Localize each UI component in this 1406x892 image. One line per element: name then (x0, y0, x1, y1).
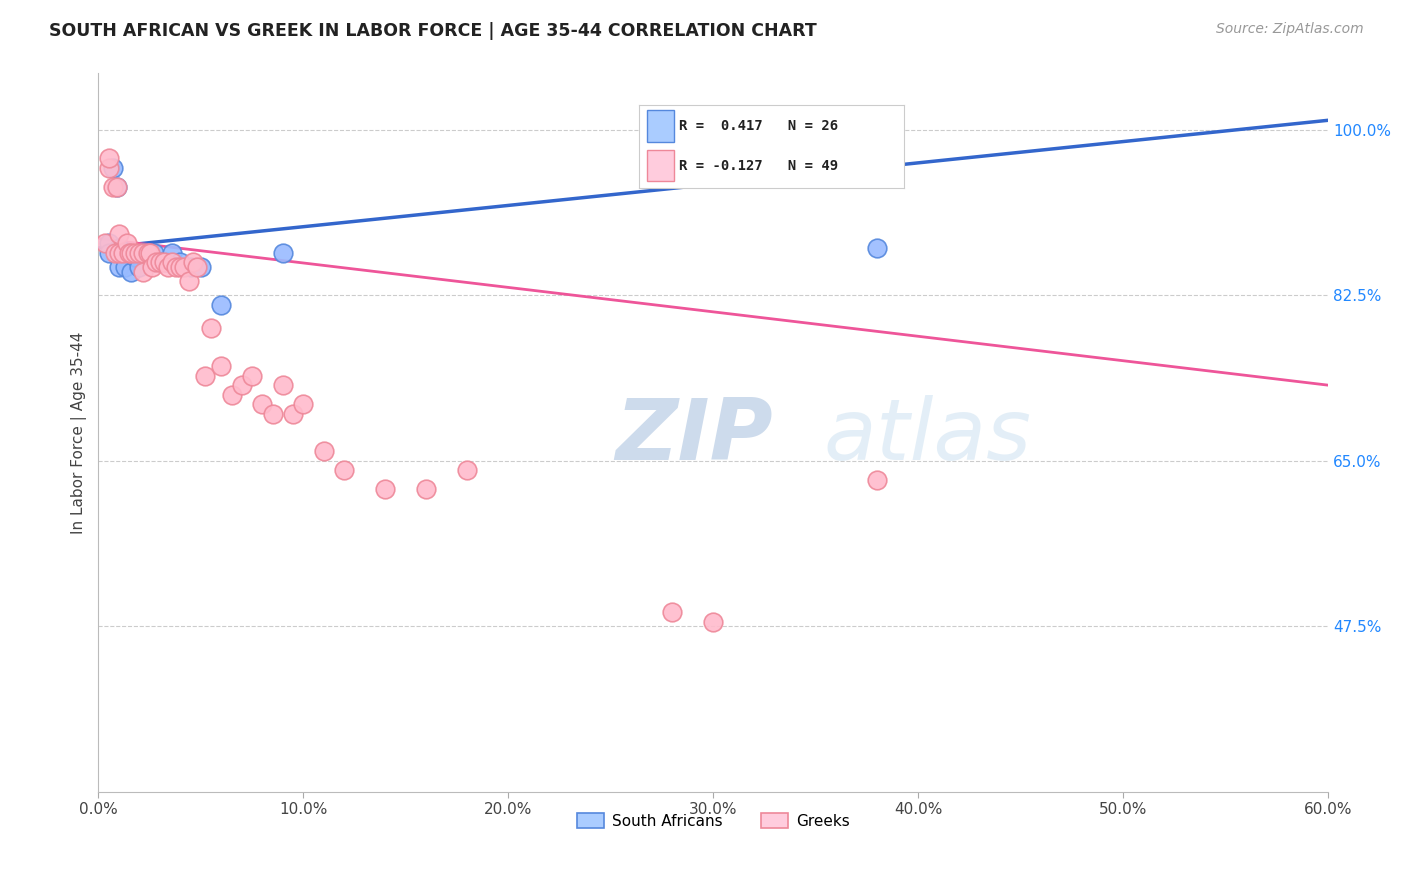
Point (271, 378, 294, 392)
Point (142, 245, 165, 260)
Point (312, 444, 335, 458)
Point (186, 260, 208, 274)
Point (108, 227, 131, 241)
Point (108, 245, 131, 260)
Point (374, 482, 396, 496)
Point (702, 615, 724, 629)
Text: atlas: atlas (824, 394, 1032, 477)
Point (132, 245, 155, 260)
Point (105, 179, 128, 194)
Point (136, 245, 159, 260)
Point (105, 179, 128, 194)
Point (141, 260, 163, 274)
Point (252, 397, 274, 411)
Point (456, 463, 478, 477)
Point (114, 260, 136, 274)
Point (415, 482, 437, 496)
Point (194, 368, 217, 383)
Point (141, 255, 163, 269)
Point (128, 260, 150, 274)
Point (281, 407, 304, 421)
Point (138, 245, 160, 260)
Point (190, 260, 212, 274)
Point (120, 265, 142, 279)
Point (169, 255, 191, 269)
Point (111, 245, 134, 260)
Point (118, 245, 141, 260)
Point (177, 274, 200, 288)
Point (97, 236, 120, 251)
Point (292, 397, 315, 411)
Point (118, 245, 141, 260)
Point (231, 378, 253, 392)
Point (108, 260, 131, 274)
Point (120, 245, 142, 260)
Point (200, 321, 222, 335)
Point (128, 245, 150, 260)
Point (866, 473, 889, 487)
Point (160, 245, 183, 260)
Point (221, 387, 243, 401)
Point (209, 298, 232, 312)
Point (97, 161, 120, 175)
Point (165, 260, 187, 274)
Point (114, 245, 136, 260)
Point (271, 245, 294, 260)
Text: Source: ZipAtlas.com: Source: ZipAtlas.com (1216, 22, 1364, 37)
Point (101, 179, 124, 194)
Legend: South Africans, Greeks: South Africans, Greeks (571, 806, 856, 835)
Point (169, 260, 191, 274)
Point (124, 245, 146, 260)
Point (101, 161, 124, 175)
Point (145, 255, 167, 269)
Y-axis label: In Labor Force | Age 35-44: In Labor Force | Age 35-44 (72, 331, 87, 533)
Point (149, 255, 172, 269)
Text: ZIP: ZIP (614, 394, 772, 477)
Point (104, 245, 127, 260)
Point (111, 245, 134, 260)
Point (157, 260, 180, 274)
Point (209, 359, 232, 374)
Point (155, 255, 177, 269)
Point (333, 463, 356, 477)
Point (97, 245, 120, 260)
Point (93, 236, 115, 251)
Point (115, 236, 138, 251)
Point (149, 255, 172, 269)
Point (160, 255, 183, 269)
Point (136, 245, 159, 260)
Point (181, 255, 204, 269)
Point (866, 241, 889, 255)
Point (108, 241, 131, 255)
Point (240, 368, 263, 383)
Point (132, 265, 155, 279)
Point (132, 245, 155, 260)
Text: SOUTH AFRICAN VS GREEK IN LABOR FORCE | AGE 35-44 CORRELATION CHART: SOUTH AFRICAN VS GREEK IN LABOR FORCE | … (49, 22, 817, 40)
Point (97, 151, 120, 165)
Point (153, 255, 176, 269)
Point (661, 605, 683, 619)
Point (180, 260, 202, 274)
Point (262, 407, 284, 421)
Point (173, 260, 195, 274)
Point (124, 251, 146, 265)
